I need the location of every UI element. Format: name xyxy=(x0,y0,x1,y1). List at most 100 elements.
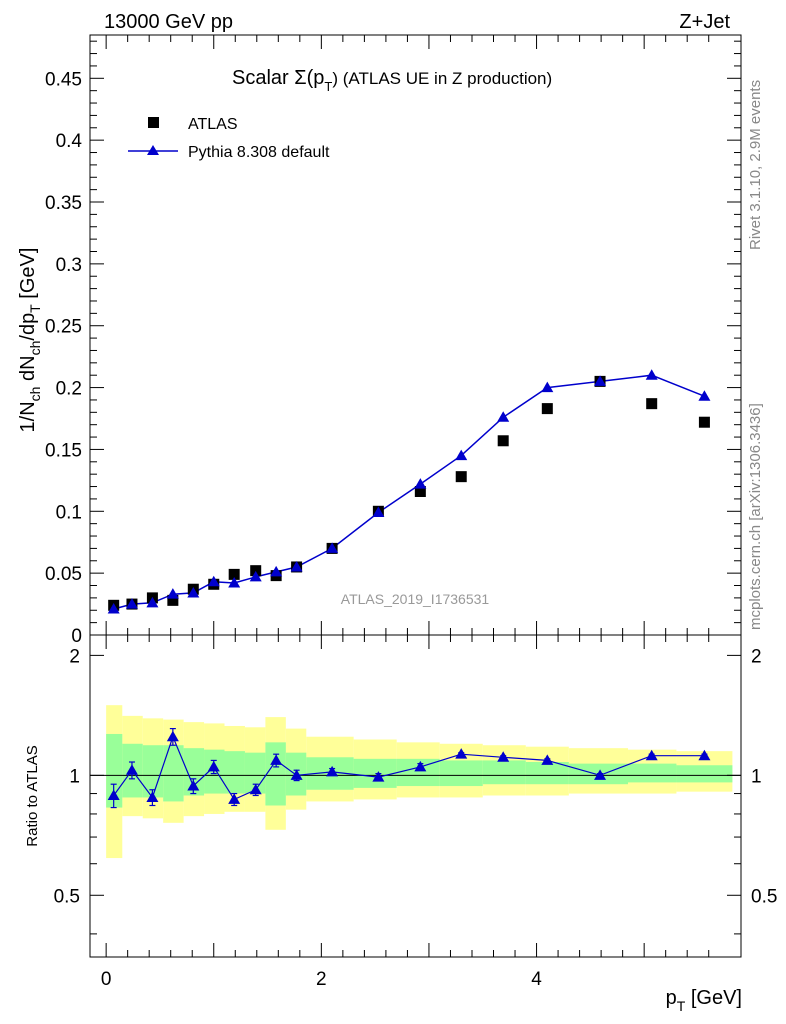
ratio-point xyxy=(107,789,120,800)
main-series xyxy=(107,369,711,614)
pythia-point xyxy=(290,560,303,572)
ratio-y-ticks: 0.5 0.5 1 1 2 2 xyxy=(54,646,777,935)
ratio-point xyxy=(125,764,138,775)
main-y-tick-label: 0.1 xyxy=(56,502,82,523)
pythia-point xyxy=(249,570,262,582)
chart-title: Scalar Σ(pT) (ATLAS UE in Z production) xyxy=(232,67,552,94)
legend-pythia-marker xyxy=(147,145,159,155)
pythia-point xyxy=(594,375,607,386)
ratio-y-tick-label-right: 0.5 xyxy=(751,886,777,907)
ratio-y-tick-label: 0.5 xyxy=(54,886,80,907)
ratio-inner-band xyxy=(439,760,483,787)
atlas-point xyxy=(455,471,467,483)
ratio-inner-band xyxy=(525,762,569,785)
ratio-point xyxy=(497,751,510,762)
pythia-point xyxy=(166,588,179,599)
ratio-inner-band xyxy=(183,748,205,796)
pythia-point xyxy=(541,381,554,393)
ratio-frame xyxy=(89,634,742,958)
main-y-tick-label: 0.15 xyxy=(45,440,82,461)
pythia-point xyxy=(372,506,385,518)
pythia-point xyxy=(326,542,339,553)
ratio-point xyxy=(698,749,711,761)
ratio-y-tick-label-right: 2 xyxy=(751,646,762,667)
ratio-point xyxy=(228,793,241,804)
pythia-point xyxy=(228,577,241,588)
ratio-y-tick-label-right: 1 xyxy=(751,766,762,787)
ratio-point xyxy=(166,730,179,742)
energy-label: 13000 GeV pp xyxy=(104,11,233,33)
main-y-tick-label: 0.25 xyxy=(45,317,82,338)
ratio-point xyxy=(594,769,607,780)
main-panel: 0 0.05 0.1 0.15 0.2 0.25 0.3 0.35 0.4 0.45 Scalar… xyxy=(17,34,742,647)
pythia-point xyxy=(414,478,427,489)
atlas-point xyxy=(167,594,179,606)
x-axis-label: pT [GeV] xyxy=(666,987,742,1014)
ratio-point xyxy=(326,765,339,777)
pythia-point xyxy=(146,596,159,608)
ratio-point xyxy=(414,760,427,772)
ratio-panel: 0.5 0.5 1 1 2 2 0 2 4 Ratio to ATLAS xyxy=(24,634,777,990)
pythia-point xyxy=(455,449,468,461)
legend: ATLAS Pythia 8.308 default xyxy=(128,116,330,161)
ratio-series xyxy=(107,728,711,809)
pythia-line xyxy=(113,374,705,610)
ratio-x-ticks: 0 2 4 xyxy=(101,635,710,990)
pythia-point xyxy=(187,586,200,598)
ratio-point xyxy=(146,791,159,802)
ratio-inner-band xyxy=(482,760,526,785)
legend-pythia-label: Pythia 8.308 default xyxy=(188,144,330,161)
atlas-point xyxy=(646,398,658,410)
ratio-point xyxy=(270,754,283,765)
ratio-y-tick-label: 2 xyxy=(69,646,80,667)
main-y-tick-label: 0.35 xyxy=(45,193,82,214)
atlas-point xyxy=(698,416,710,428)
atlas-point xyxy=(414,485,426,497)
atlas-point xyxy=(541,403,553,415)
main-y-ticks: 0 0.05 0.1 0.15 0.2 0.25 0.3 0.35 0.4 0.45 xyxy=(45,40,741,647)
main-y-tick-label: 0.3 xyxy=(56,255,82,276)
ratio-point xyxy=(249,783,262,795)
atlas-point xyxy=(250,565,262,577)
ratio-inner-band xyxy=(676,765,733,783)
atlas-point xyxy=(497,435,509,447)
ratio-point xyxy=(541,754,554,765)
ratio-inner-band xyxy=(265,742,286,806)
mcplots-label: mcplots.cern.ch [arXiv:1306.3436] xyxy=(747,403,764,630)
legend-atlas-label: ATLAS xyxy=(188,116,238,133)
ratio-point xyxy=(290,769,303,780)
ratio-inner-band xyxy=(224,751,245,794)
x-tick-label: 2 xyxy=(316,969,327,990)
ratio-point xyxy=(187,780,200,791)
pythia-point xyxy=(497,411,510,422)
svg-text:1/Nch dNch/dpT [GeV]: 1/Nch dNch/dpT [GeV] xyxy=(17,248,43,433)
pythia-point xyxy=(645,369,658,380)
main-y-tick-label: 0.05 xyxy=(45,564,82,585)
main-x-ticks xyxy=(105,35,710,635)
main-y-axis-label: 1/Nch dNch/dpT [GeV] xyxy=(17,248,43,433)
ratio-point xyxy=(372,771,385,782)
ratio-uncertainty-bands xyxy=(106,705,733,859)
x-tick-label: 0 xyxy=(101,969,112,990)
ratio-inner-band xyxy=(163,745,184,802)
ratio-inner-band xyxy=(142,745,164,798)
pythia-point xyxy=(125,598,138,609)
rivet-label: Rivet 3.1.10, 2.9M events xyxy=(747,80,764,250)
legend-atlas-marker xyxy=(148,117,159,128)
main-y-tick-label: 0.4 xyxy=(56,131,83,152)
ratio-y-tick-label: 1 xyxy=(69,766,80,787)
ratio-point xyxy=(207,760,220,772)
main-y-tick-label: 0.2 xyxy=(56,379,82,400)
ratio-inner-band xyxy=(628,763,677,783)
ratio-point xyxy=(645,749,658,761)
ratio-point xyxy=(455,748,468,759)
pythia-point xyxy=(107,603,120,614)
x-tick-label: 4 xyxy=(531,969,542,990)
pythia-point xyxy=(270,565,283,577)
analysis-watermark: ATLAS_2019_I1736531 xyxy=(341,591,490,607)
process-label: Z+Jet xyxy=(679,11,730,33)
main-y-tick-label: 0.45 xyxy=(45,69,82,90)
pythia-point xyxy=(207,575,220,587)
pythia-point xyxy=(698,390,711,401)
